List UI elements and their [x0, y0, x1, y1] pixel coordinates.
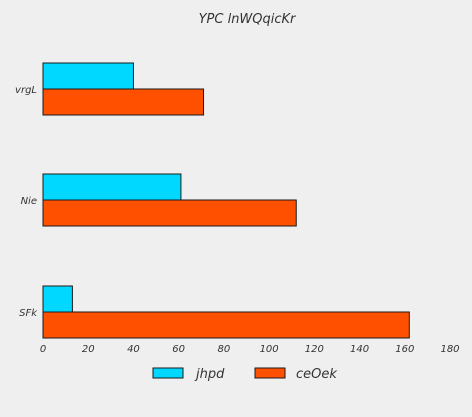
x-tick-label: 0 [40, 344, 46, 355]
bars-group [42, 62, 410, 339]
x-tick-label: 60 [172, 344, 185, 355]
y-tick-label: vrgL [15, 85, 37, 96]
bar-ceOek-vrgL [42, 88, 205, 116]
legend: jhpd ceOek [152, 367, 337, 382]
legend-label-jhpd: jhpd [194, 367, 225, 382]
legend-label-ceOek: ceOek [296, 367, 337, 382]
x-tick-label: 80 [218, 344, 231, 355]
x-tick-label: 120 [305, 344, 324, 355]
bar-ceOek-SFk [42, 311, 410, 339]
x-tick-label: 160 [395, 344, 414, 355]
x-tick-label: 100 [260, 344, 279, 355]
bar-jhpd-vrgL [42, 62, 134, 90]
y-tick-labels: vrgL Nie SFk [15, 85, 38, 319]
bar-jhpd-Nie [42, 173, 182, 201]
legend-swatch-ceOek [254, 367, 286, 379]
x-tick-label: 40 [127, 344, 140, 355]
bar-ceOek-Nie [42, 199, 297, 227]
x-tick-label: 180 [440, 344, 459, 355]
bar-jhpd-SFk [42, 285, 73, 313]
x-tick-label: 20 [82, 344, 95, 355]
chart-title: YPC lnWQqicKr [199, 12, 297, 27]
y-tick-label: Nie [21, 196, 37, 207]
y-tick-label: SFk [19, 308, 38, 319]
x-tick-label: 140 [350, 344, 369, 355]
x-tick-labels: 0 20 40 60 80 100 120 140 160 180 [40, 344, 460, 355]
legend-swatch-jhpd [152, 367, 184, 379]
